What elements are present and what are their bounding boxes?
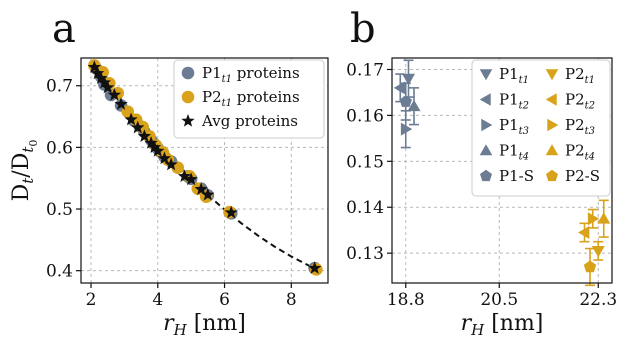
panel-a-point-s2-7 [124,112,138,126]
panel-b-legend-marker-9 [546,169,558,182]
panel-b-legend-marker-1 [479,93,491,106]
panel-a-xtick-label-0: 2 [86,290,97,310]
panel-b-ytick-label-3: 0.16 [346,106,384,126]
panel-a-x-axis-title: rH [nm] [163,311,246,339]
panel-b-legend-label-0: P1t1 [499,65,529,86]
panel-b-point-2 [400,122,413,136]
panel-b-ticks: 18.8 20.5 22.3 0.13 0.14 0.15 0.16 0.17 [346,60,617,310]
panel-a-point-s2-5 [107,87,122,101]
panel-b-legend-label-8: P2t4 [565,142,595,163]
panel-a-legend-marker-1 [181,90,195,104]
panel-b-legend-marker-6 [545,93,557,106]
panel-b-legend-marker-8 [545,144,559,156]
panel-a: a 2 4 6 8 0.4 0.5 0.6 0.7 P1t1 proteins P2t1 pro… [9,6,329,339]
panel-a-legend: P1t1 proteins P2t1 proteins Avg proteins [173,59,325,139]
panel-b-legend-box [471,59,611,197]
panel-b-legend-marker-7 [547,118,559,132]
panel-a-point-s2-17 [194,182,208,195]
panel-a-letter: a [52,6,76,52]
panel-a-point-s2-13 [157,151,172,165]
panel-b-point-9 [583,260,597,273]
panel-b-legend-label-2: P1t3 [499,116,529,137]
panel-b-letter: b [350,6,376,52]
panel-a-ytick-label-3: 0.7 [46,77,73,97]
panel-b-legend-label-7: P2t3 [565,116,595,137]
panel-b-legend-label-4: P1-S [499,167,534,185]
panel-a-legend-box [173,59,325,139]
panel-a-point-s2-18 [201,187,215,201]
panel-a-points [87,59,323,276]
panel-b-ytick-label-0: 0.13 [346,244,384,264]
panel-b-points [393,59,611,287]
panel-b-point-7 [587,212,600,226]
panel-b-legend-marker-4 [480,169,492,182]
panel-a-point-s2-15 [177,169,192,183]
panel-a-y-axis-title: Dt/Dt0 [9,140,40,202]
panel-b-point-6 [578,225,590,239]
panel-b-x-axis-title: rH [nm] [461,311,544,339]
panel-b-legend-label-5: P2t1 [565,65,595,86]
panel-b-xtick-label-0: 18.8 [387,290,425,310]
panel-a-xtick-label-3: 8 [286,290,297,310]
panel-a-point-s2-11 [147,140,162,154]
panel-b-legend-label-9: P2-S [565,167,600,185]
panel-b-point-8 [597,212,611,224]
panel-b-frame [391,57,613,284]
panel-a-legend-label-0: P1t1 proteins [202,64,300,85]
panel-b-legend-marker-0 [479,69,493,81]
panel-b-ytick-label-2: 0.15 [346,152,384,172]
panel-a-point-s2-9 [137,129,152,142]
panel-a-frame [80,57,329,284]
panel-a-point-s2-1 [91,66,105,80]
panel-a-point-s2-6 [114,97,128,110]
panel-a-ytick-label-2: 0.6 [46,138,73,158]
panel-a-xtick-label-1: 4 [152,290,163,310]
panel-b: b 18.8 20.5 22.30.130.140.150.160.17 P1t1P… [346,6,617,339]
panel-a-point-s2-2 [94,71,108,85]
panel-a-ytick-label-1: 0.5 [46,200,73,220]
panel-a-point-s2-20 [307,261,322,274]
panel-b-legend-marker-3 [479,144,493,156]
panel-b-point-5 [591,245,605,258]
panel-b-legend-marker-2 [481,118,493,132]
panel-a-point-s2-3 [97,75,112,89]
panel-b-point-3 [407,99,421,112]
panel-b-legend: P1t1 P1t2 P1t3 P1t4 P1-S P2t1 P2t2 P2t3 P2t4 P2-S [471,59,611,197]
panel-b-legend-marker-5 [545,69,559,81]
panel-a-legend-label-1: P2t1 proteins [202,88,300,109]
panel-a-ytick-label-0: 0.4 [46,262,73,282]
panel-a-legend-marker-2 [181,114,195,127]
panel-a-xtick-label-2: 6 [219,290,230,310]
panel-a-point-s2-4 [101,80,115,94]
panel-b-point-1 [393,81,406,95]
panel-a-legend-marker-0 [181,66,195,80]
panel-a-point-s2-12 [151,144,165,157]
panel-a-point-s2-14 [164,157,178,171]
panel-b-legend-label-1: P1t2 [499,91,529,112]
panel-a-point-s2-19 [224,205,238,219]
panel-a-point-s2-8 [131,120,145,134]
panel-a-legend-label-2: Avg proteins [201,112,298,130]
panel-a-ticks: 2 4 6 8 0.4 0.5 0.6 0.7 [46,77,297,310]
panel-b-point-0 [402,73,415,86]
panel-b-legend-label-6: P2t2 [565,91,595,112]
panel-b-point-4 [399,95,412,107]
panel-b-legend-label-3: P1t4 [499,142,529,163]
panel-b-xlabel: rH [nm] [461,311,544,339]
panel-b-xtick-label-2: 22.3 [579,290,617,310]
panel-b-xtick-label-1: 20.5 [480,290,518,310]
panel-b-ytick-label-4: 0.17 [346,60,384,80]
panel-b-ytick-label-1: 0.14 [346,198,384,218]
panel-a-point-s2-0 [87,60,102,73]
panel-a-xlabel: rH [nm] [163,311,246,339]
panel-a-point-s2-10 [144,136,158,149]
panel-a-ylabel: Dt/Dt0 [9,140,40,202]
panel-a-point-s2-16 [184,172,198,186]
